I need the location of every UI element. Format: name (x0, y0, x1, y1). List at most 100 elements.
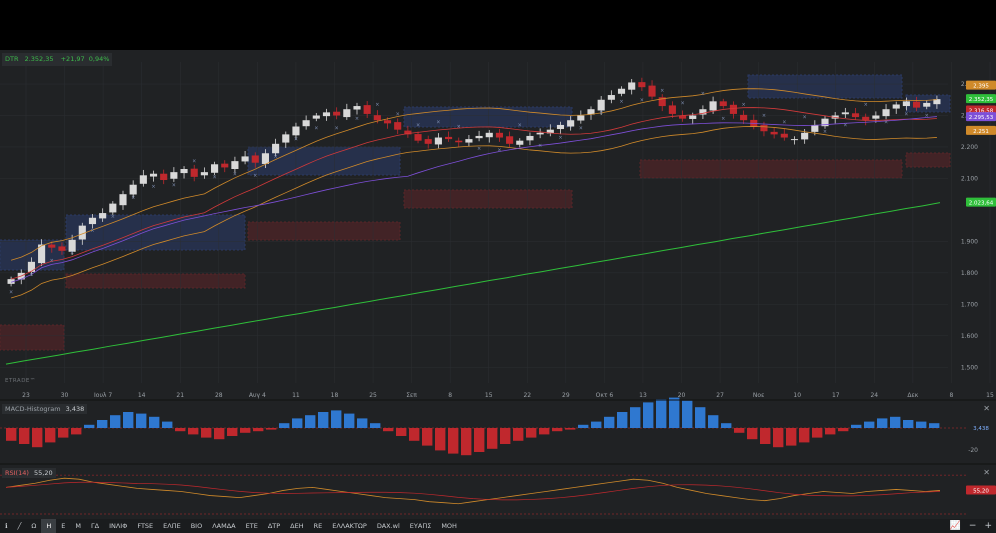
plus-icon[interactable]: + (984, 521, 992, 531)
macd-bar[interactable] (97, 420, 108, 428)
toolbar-tab[interactable]: ΕΛΛΑΚΤΩΡ (332, 522, 367, 530)
candle[interactable] (343, 109, 351, 118)
candle[interactable] (119, 194, 127, 206)
candle[interactable] (363, 105, 371, 114)
candle[interactable] (58, 246, 66, 251)
price-chart[interactable]: 2.4002.3002.2002.1001.9001.8001.7001.600… (0, 50, 996, 519)
macd-bar[interactable] (604, 416, 615, 428)
macd-bar[interactable] (448, 428, 459, 454)
macd-bar[interactable] (682, 400, 693, 428)
candle[interactable] (872, 115, 880, 119)
candle[interactable] (221, 163, 229, 168)
candle[interactable] (902, 101, 910, 107)
macd-legend[interactable]: MACD-Histogram 3,438 (2, 404, 88, 414)
candle[interactable] (251, 155, 259, 163)
macd-bar[interactable] (19, 428, 30, 444)
candle[interactable] (27, 261, 35, 272)
candle[interactable] (455, 140, 463, 143)
candle[interactable] (322, 112, 331, 117)
macd-bar[interactable] (812, 428, 823, 438)
candle[interactable] (790, 139, 799, 141)
candle[interactable] (648, 85, 656, 97)
candle[interactable] (272, 143, 280, 154)
candle[interactable] (638, 82, 646, 88)
candle[interactable] (770, 131, 778, 135)
macd-bar[interactable] (903, 420, 914, 428)
macd-bar[interactable] (136, 413, 147, 428)
macd-bar[interactable] (565, 428, 576, 430)
candle[interactable] (536, 132, 544, 135)
toolbar-tab[interactable]: RE (313, 522, 323, 530)
macd-bar[interactable] (123, 412, 134, 428)
macd-bar[interactable] (461, 428, 472, 456)
candle[interactable] (373, 115, 381, 121)
macd-bar[interactable] (32, 428, 43, 448)
candle[interactable] (556, 124, 565, 130)
macd-bar[interactable] (708, 415, 719, 428)
candle[interactable] (851, 113, 860, 118)
toolbar-tab[interactable]: ΙΝΛΙΦ (109, 522, 128, 530)
candle[interactable] (892, 104, 900, 109)
macd-bar[interactable] (370, 423, 381, 428)
candle[interactable] (679, 115, 687, 119)
toolbar-tab[interactable]: ΔΤΡ (267, 522, 281, 530)
macd-bar[interactable] (409, 428, 420, 441)
macd-bar[interactable] (396, 428, 407, 436)
candle[interactable] (516, 140, 524, 145)
macd-bar[interactable] (240, 428, 251, 433)
candle[interactable] (587, 109, 595, 115)
candle[interactable] (261, 153, 269, 164)
candle[interactable] (434, 137, 442, 145)
macd-bar[interactable] (695, 407, 706, 428)
macd-bar[interactable] (500, 428, 511, 444)
candle[interactable] (882, 109, 890, 117)
candle[interactable] (719, 101, 727, 107)
macd-bar[interactable] (916, 421, 927, 428)
rsi-legend[interactable]: RSI(14) 55,20 (2, 468, 56, 478)
candle[interactable] (353, 106, 361, 110)
macd-close-icon[interactable]: ✕ (983, 404, 990, 413)
toolbar-tab[interactable]: Ε (61, 522, 66, 530)
candle[interactable] (668, 105, 676, 114)
toolbar-tab[interactable]: DAX.wl (376, 522, 400, 530)
toolbar-tab[interactable]: Η (41, 519, 57, 533)
candle[interactable] (821, 118, 829, 127)
macd-bar[interactable] (58, 428, 69, 438)
macd-bar[interactable] (292, 418, 303, 428)
candle[interactable] (506, 136, 514, 144)
macd-bar[interactable] (266, 428, 277, 430)
chart-type-icon[interactable]: 📈 (949, 521, 961, 531)
toolbar-tab[interactable]: FTSE (137, 522, 154, 530)
macd-bar[interactable] (279, 423, 290, 428)
macd-bar[interactable] (656, 399, 667, 428)
macd-bar[interactable] (71, 428, 82, 435)
candle[interactable] (424, 139, 432, 144)
candle[interactable] (567, 120, 575, 127)
candle[interactable] (811, 124, 819, 132)
macd-bar[interactable] (188, 428, 199, 435)
macd-bar[interactable] (487, 428, 498, 449)
toolbar-tab[interactable]: ΕΥΑΠΣ (409, 522, 432, 530)
candle[interactable] (485, 132, 493, 138)
minus-icon[interactable]: − (968, 521, 977, 531)
draw-line-icon[interactable]: ╱ (17, 522, 22, 530)
candle[interactable] (99, 213, 107, 219)
candle[interactable] (292, 126, 300, 136)
candle[interactable] (211, 164, 219, 173)
macd-bar[interactable] (578, 424, 589, 428)
macd-bar[interactable] (617, 412, 628, 428)
toolbar-tab[interactable]: ΛΑΜΔΑ (212, 522, 236, 530)
candle[interactable] (862, 116, 870, 121)
candle[interactable] (282, 134, 290, 143)
candle[interactable] (7, 279, 15, 284)
macd-bar[interactable] (110, 415, 121, 428)
info-icon[interactable]: ℹ (5, 522, 8, 530)
macd-bar[interactable] (305, 415, 316, 428)
instrument-legend[interactable]: DTR 2.352,35 +21,97 0,94% (2, 53, 113, 66)
macd-bar[interactable] (877, 418, 888, 428)
macd-bar[interactable] (227, 428, 238, 436)
macd-bar[interactable] (513, 428, 524, 441)
candle[interactable] (577, 115, 585, 121)
candle[interactable] (312, 115, 320, 119)
candle[interactable] (628, 82, 636, 90)
